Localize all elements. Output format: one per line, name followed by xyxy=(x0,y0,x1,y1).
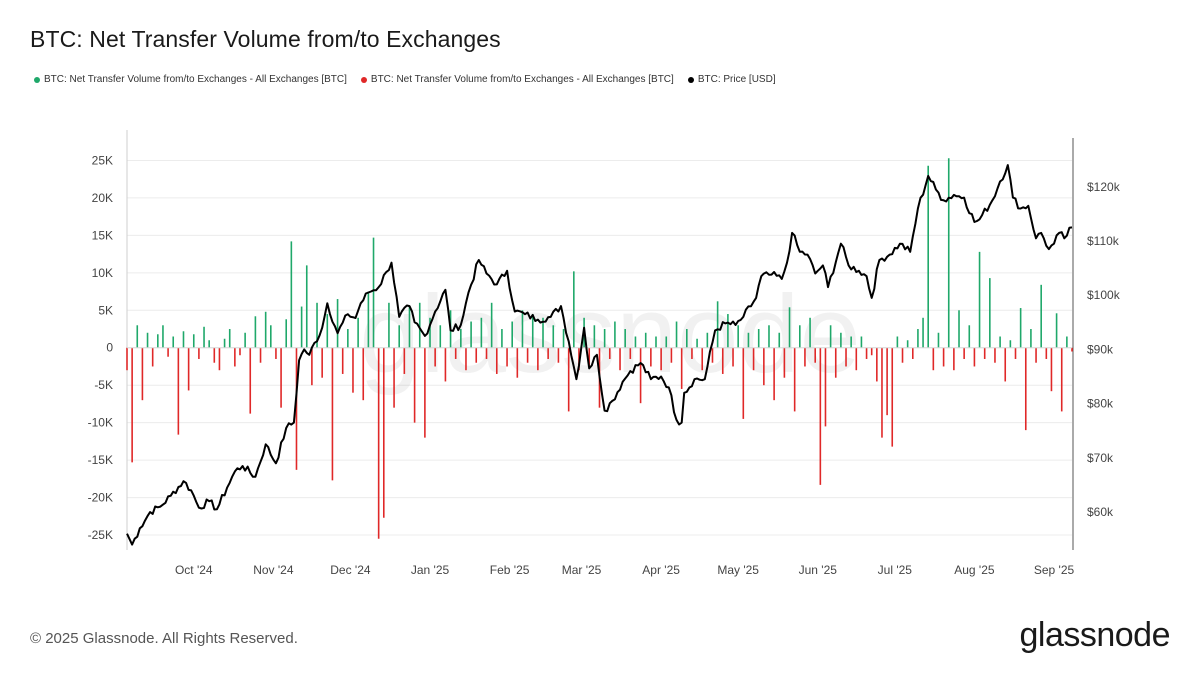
x-tick-label: Oct '24 xyxy=(175,563,213,577)
y-left-tick-label: -15K xyxy=(88,453,113,467)
y-left-tick-label: 10K xyxy=(92,266,113,280)
x-tick-label: Apr '25 xyxy=(642,563,680,577)
x-tick-label: Nov '24 xyxy=(253,563,294,577)
x-tick-label: Jun '25 xyxy=(799,563,838,577)
x-tick-label: Feb '25 xyxy=(490,563,530,577)
y-right-tick-label: $120k xyxy=(1087,180,1121,194)
y-left-tick-label: 15K xyxy=(92,228,113,242)
legend-item-inflow[interactable]: BTC: Net Transfer Volume from/to Exchang… xyxy=(34,74,347,85)
watermark-text: glassnode xyxy=(359,273,861,396)
copyright-footer: © 2025 Glassnode. All Rights Reserved. xyxy=(30,630,298,647)
y-right-tick-label: $90k xyxy=(1087,342,1114,356)
y-left-tick-label: -10K xyxy=(88,416,113,430)
y-left-tick-label: 0 xyxy=(106,341,113,355)
y-right-tick-label: $60k xyxy=(1087,505,1114,519)
x-tick-label: Jan '25 xyxy=(411,563,450,577)
legend-label: BTC: Price [USD] xyxy=(697,74,776,85)
x-tick-label: Aug '25 xyxy=(954,563,995,577)
legend-item-outflow[interactable]: BTC: Net Transfer Volume from/to Exchang… xyxy=(360,74,674,85)
x-tick-label: Dec '24 xyxy=(330,563,371,577)
x-tick-label: May '25 xyxy=(717,563,759,577)
y-right-tick-label: $110k xyxy=(1087,234,1120,248)
y-right-tick-label: $70k xyxy=(1087,451,1114,465)
legend-dot-red xyxy=(360,76,367,83)
legend-label: BTC: Net Transfer Volume from/to Exchang… xyxy=(44,74,347,85)
legend-dot-green xyxy=(34,76,40,83)
chart-title: BTC: Net Transfer Volume from/to Exchang… xyxy=(30,26,501,52)
y-left-tick-label: -25K xyxy=(88,528,113,542)
y-left-tick-label: -5K xyxy=(94,378,113,392)
y-left-tick-label: 25K xyxy=(92,153,113,167)
legend: BTC: Net Transfer Volume from/to Exchang… xyxy=(34,74,776,85)
price-line xyxy=(126,164,1073,546)
y-left-tick-label: 5K xyxy=(98,303,113,317)
y-left-tick-label: -20K xyxy=(88,491,113,505)
y-right-tick-label: $100k xyxy=(1087,288,1121,302)
legend-dot-black xyxy=(687,76,694,83)
x-tick-label: Sep '25 xyxy=(1034,563,1075,577)
legend-item-price[interactable]: BTC: Price [USD] xyxy=(687,74,776,85)
y-right-tick-label: $80k xyxy=(1087,397,1114,411)
x-tick-label: Jul '25 xyxy=(878,563,913,577)
y-left-tick-label: 20K xyxy=(92,191,113,205)
legend-label: BTC: Net Transfer Volume from/to Exchang… xyxy=(370,74,674,85)
glassnode-logo: glassnode xyxy=(1019,616,1170,654)
x-tick-label: Mar '25 xyxy=(562,563,602,577)
